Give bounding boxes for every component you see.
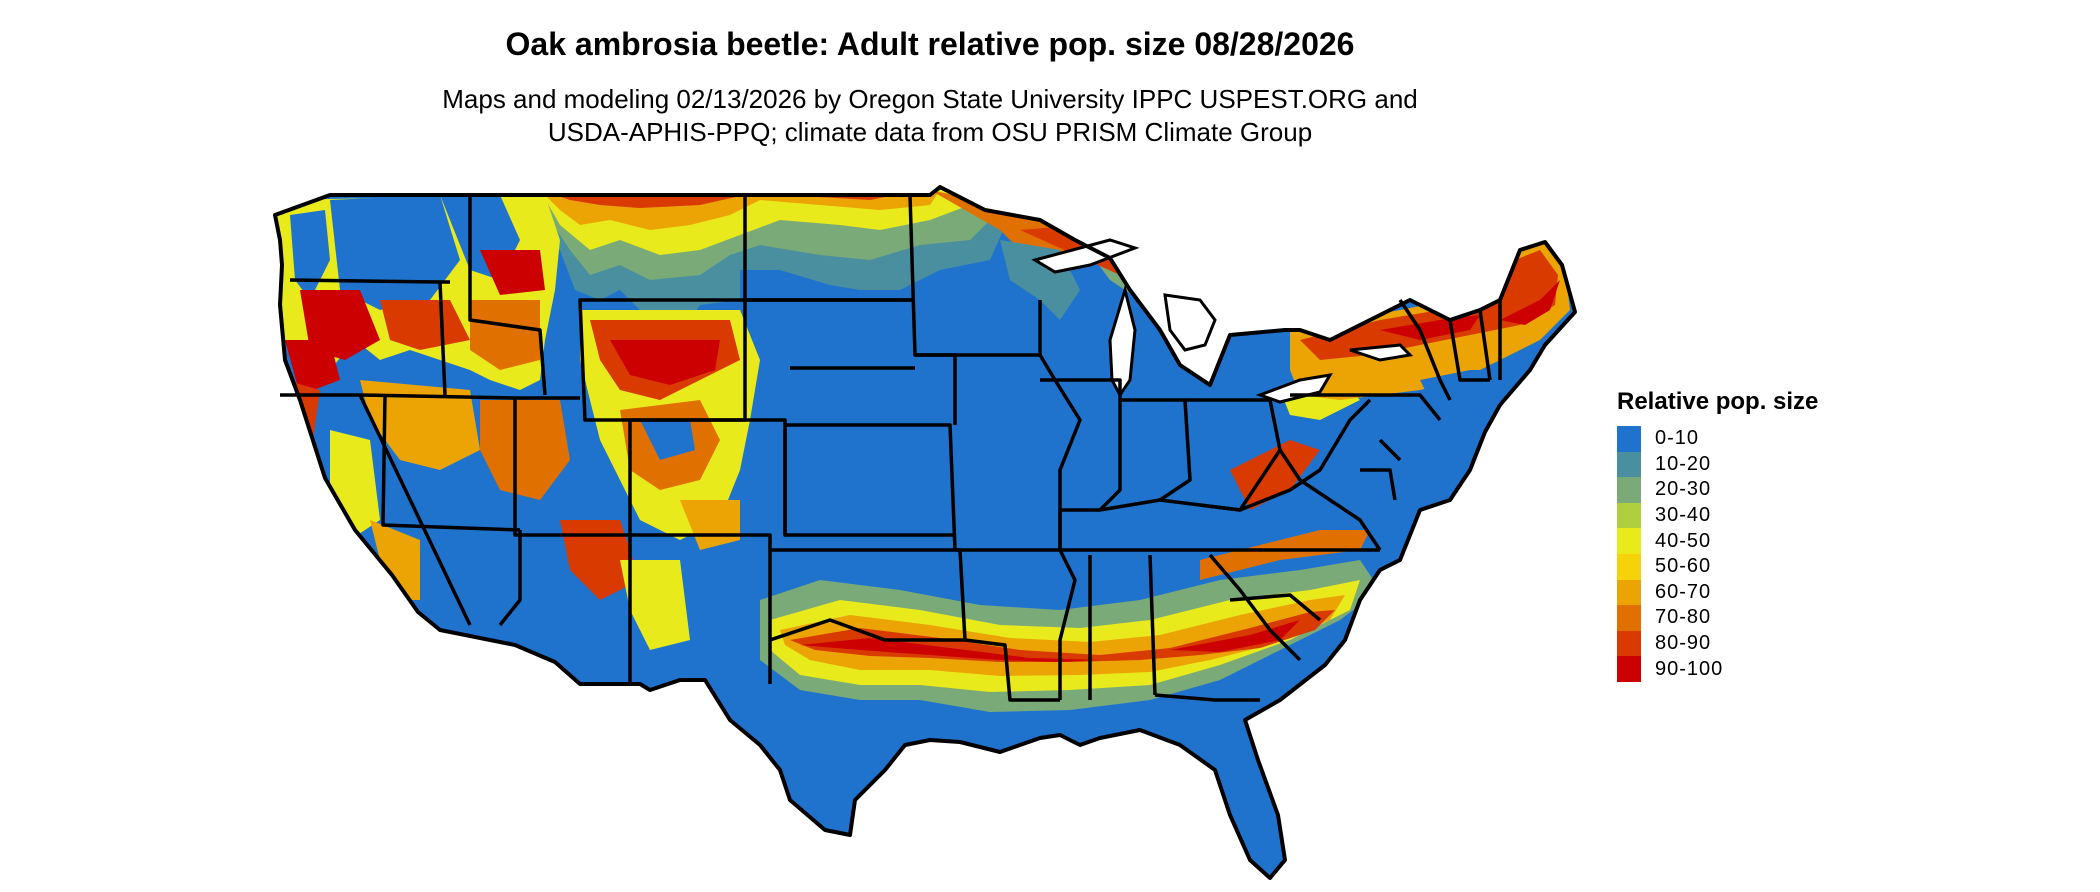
legend-swatch: [1617, 426, 1641, 452]
legend-title: Relative pop. size: [1617, 388, 1819, 415]
legend-label: 10-20: [1655, 452, 1712, 475]
legend-item: 90-100: [1617, 656, 1818, 682]
legend-swatch: [1617, 502, 1641, 529]
legend-swatch: [1617, 630, 1641, 657]
legend-label: 30-40: [1655, 504, 1712, 527]
legend-swatch: [1617, 451, 1641, 478]
legend-swatch: [1617, 553, 1641, 580]
legend-item: 60-70: [1617, 579, 1818, 606]
map-subtitle-line-1: Maps and modeling 02/13/2026 by Oregon S…: [442, 84, 1418, 114]
map-legend: Relative pop. size 0-10 10-20 20-30 30-4…: [1617, 388, 1818, 682]
us-population-map: [273, 185, 1577, 880]
legend-swatch: [1617, 605, 1641, 631]
legend-item: 80-90: [1617, 630, 1818, 657]
map-subtitle-line-2: USDA-APHIS-PPQ; climate data from OSU PR…: [547, 117, 1313, 147]
legend-label: 50-60: [1655, 555, 1712, 578]
legend-item: 0-10: [1617, 426, 1818, 452]
legend-item: 50-60: [1617, 553, 1818, 580]
legend-item: 20-30: [1617, 477, 1818, 503]
legend-item: 10-20: [1617, 451, 1818, 478]
legend-label: 90-100: [1655, 657, 1724, 680]
legend-item: 30-40: [1617, 502, 1818, 529]
legend-label: 0-10: [1655, 427, 1700, 450]
legend-item: 40-50: [1617, 528, 1818, 554]
legend-swatch: [1617, 579, 1641, 606]
legend-item: 70-80: [1617, 605, 1818, 631]
legend-swatch: [1617, 477, 1641, 503]
legend-label: 80-90: [1655, 632, 1712, 655]
map-title: Oak ambrosia beetle: Adult relative pop.…: [505, 26, 1355, 62]
legend-label: 60-70: [1655, 580, 1712, 603]
legend-label: 20-30: [1655, 478, 1712, 501]
legend-label: 70-80: [1655, 606, 1712, 629]
legend-swatch: [1617, 528, 1641, 554]
legend-label: 40-50: [1655, 529, 1712, 552]
legend-swatch: [1617, 656, 1641, 682]
